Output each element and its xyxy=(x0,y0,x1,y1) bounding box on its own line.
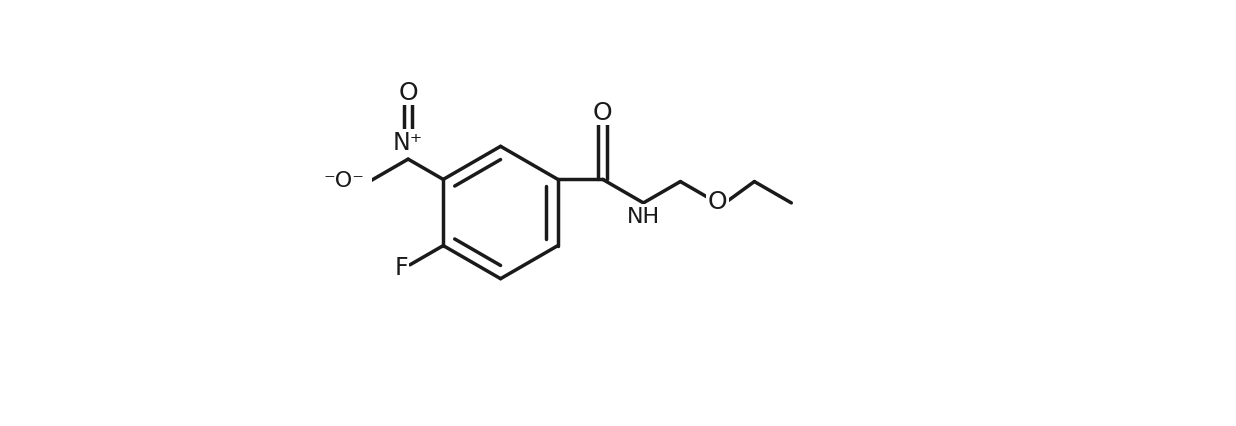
Text: O: O xyxy=(398,81,418,104)
Text: O: O xyxy=(593,101,613,125)
Text: N⁺: N⁺ xyxy=(393,131,423,155)
Text: O: O xyxy=(707,189,727,213)
Text: F: F xyxy=(394,255,408,279)
Text: ⁻O⁻: ⁻O⁻ xyxy=(324,171,365,191)
Text: NH: NH xyxy=(627,206,660,226)
